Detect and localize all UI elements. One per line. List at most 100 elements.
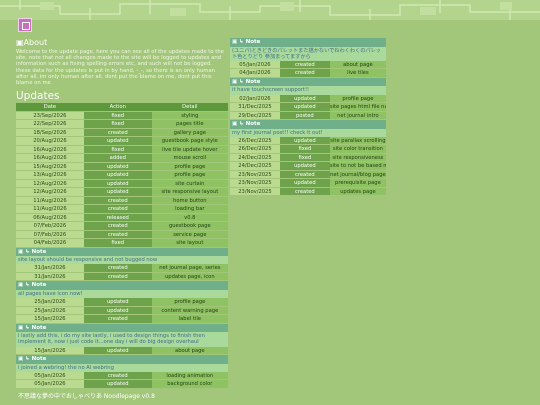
note-label-text: Note (245, 39, 261, 45)
date-cell: 15/Jan/2026 (16, 346, 84, 355)
action-cell: updated (83, 162, 152, 171)
action-cell: released (83, 213, 152, 222)
detail-cell: site color transition (329, 145, 386, 153)
date-cell: 29/Dec/2025 (230, 111, 280, 120)
column-header: Detail (151, 103, 228, 111)
date-cell: 12/Aug/2026 (16, 188, 84, 196)
note-label: ▣ ↳ Note (230, 38, 386, 47)
update-row: 18/Sep/2026 created gallery page (16, 128, 228, 138)
action-cell: updated (83, 137, 152, 145)
detail-cell: pages title (151, 120, 228, 128)
detail-cell: profile page (329, 94, 386, 103)
detail-cell: guestbook page style (151, 137, 228, 145)
update-row: 04/Feb/2026 fixed site layout (16, 239, 228, 248)
detail-cell: profile page (151, 162, 228, 171)
update-row: 07/Feb/2026 created guestbook page (16, 222, 228, 231)
note-text: (ユニバ)ときどきのパレットまた描かないでねわくわくのパレット色とりどり 参加ま… (230, 46, 386, 61)
update-row: 23/Sep/2026 fixed styling (16, 111, 228, 121)
action-cell: created (83, 205, 152, 213)
update-row: 05/Jan/2026 updated background color (16, 380, 228, 389)
update-row: 24/Dec/2025 updated site to not be based m… (230, 162, 386, 171)
detail-cell: prerequisite page (329, 179, 386, 187)
action-cell: created (83, 371, 152, 380)
action-cell: updated (83, 298, 152, 306)
detail-cell: about page (151, 346, 228, 355)
update-row: 26/Dec/2025 fixed site color transition (230, 145, 386, 154)
update-row: 25/Jan/2026 updated content warning page (16, 306, 228, 316)
date-cell: 23/Nov/2025 (230, 179, 280, 187)
date-cell: 26/Dec/2025 (230, 145, 280, 153)
date-cell: 05/Jan/2026 (16, 371, 84, 380)
update-row: 22/Sep/2026 fixed pages title (16, 120, 228, 129)
date-cell: 23/Sep/2026 (16, 111, 84, 120)
update-row: 05/Jan/2026 created about page (230, 60, 386, 70)
action-cell: fixed (83, 145, 152, 154)
detail-cell: site responsiveness (329, 153, 386, 162)
action-cell: created (279, 60, 330, 69)
detail-cell: loading bar (151, 205, 228, 213)
note-label: ▣ ↳ Note (230, 77, 386, 87)
detail-cell: gallery page (151, 128, 228, 137)
date-cell: 24/Dec/2025 (230, 153, 280, 162)
update-row: 12/Aug/2026 updated site responsive layout (16, 188, 228, 197)
update-row: 11/Aug/2026 created home button (16, 196, 228, 206)
note-text: it have touchscreen support!! (230, 86, 386, 95)
updates-title: Updates (16, 90, 60, 103)
circuit-banner (0, 0, 540, 20)
action-cell: created (83, 196, 152, 205)
note-label-text: Note (245, 78, 261, 85)
action-cell: fixed (83, 239, 152, 247)
date-cell: 16/Aug/2026 (16, 154, 84, 162)
update-row: 05/Jan/2026 created loading animation (16, 371, 228, 381)
right-column: ▣ ↳ Note (ユニバ)ときどきのパレットまた描かないでねわくわくのパレット色… (230, 38, 386, 197)
detail-cell: service page (151, 230, 228, 239)
update-row: 31/Jan/2026 created net journal page, seri… (16, 264, 228, 273)
date-cell: 25/Jan/2026 (16, 306, 84, 315)
action-cell: created (83, 315, 152, 323)
note-label-text: Note (31, 282, 47, 289)
detail-cell: updates page (329, 187, 386, 196)
action-cell: updated (279, 162, 330, 170)
action-cell: created (279, 187, 330, 196)
date-cell: 22/Sep/2026 (16, 120, 84, 128)
date-cell: 25/Jan/2026 (16, 298, 84, 306)
action-cell: fixed (83, 120, 152, 128)
detail-cell: site responsive layout (151, 188, 228, 196)
date-cell: 05/Jan/2026 (230, 60, 280, 69)
detail-cell: profile page (151, 298, 228, 306)
detail-cell: loading animation (151, 371, 228, 380)
about-title: ▣About (16, 38, 48, 47)
date-cell: 07/Feb/2026 (16, 230, 84, 239)
updates-table-continued: ▣ ↳ Note (ユニバ)ときどきのパレットまた描かないでねわくわくのパレット色… (230, 38, 386, 197)
update-row: 07/Feb/2026 created service page (16, 230, 228, 240)
update-row: 24/Dec/2025 fixed site responsiveness (230, 153, 386, 163)
date-cell: 06/Aug/2026 (16, 213, 84, 222)
detail-cell: mouse scroll (151, 154, 228, 162)
note-text: i joined a webring! the no AI webring (16, 363, 228, 372)
note-label: ▣ ↳ Note (16, 355, 228, 364)
update-row: 25/Jan/2026 updated profile page (16, 298, 228, 307)
action-cell: updated (279, 179, 330, 187)
update-row: 23/Nov/2025 updated prerequisite page (230, 179, 386, 188)
detail-cell: updates page, icon (151, 272, 228, 281)
update-row: 20/Aug/2026 updated guestbook page style (16, 137, 228, 146)
site-icon (18, 18, 32, 32)
about-title-text: About (23, 38, 48, 47)
date-cell: 02/Jan/2026 (230, 94, 280, 103)
action-cell: created (83, 128, 152, 137)
detail-cell: v0.8 (151, 213, 228, 222)
date-cell: 15/Aug/2026 (16, 162, 84, 171)
detail-cell: content warning page (151, 306, 228, 315)
detail-cell: background color (151, 380, 228, 388)
footer: 不思議な夢の中でおしゃべりあ Noodlepage v0.8 (18, 393, 155, 400)
date-cell: 04/Feb/2026 (16, 239, 84, 247)
detail-cell: site layout (151, 239, 228, 247)
date-cell: 31/Dec/2025 (230, 103, 280, 111)
update-row: 15/Jan/2026 updated about page (16, 346, 228, 356)
date-cell: 16/Aug/2026 (16, 145, 84, 154)
column-header: Date (16, 103, 84, 111)
detail-cell: profile page (151, 171, 228, 179)
note-text: i lastly add this, i do my site lastly, … (16, 332, 228, 347)
